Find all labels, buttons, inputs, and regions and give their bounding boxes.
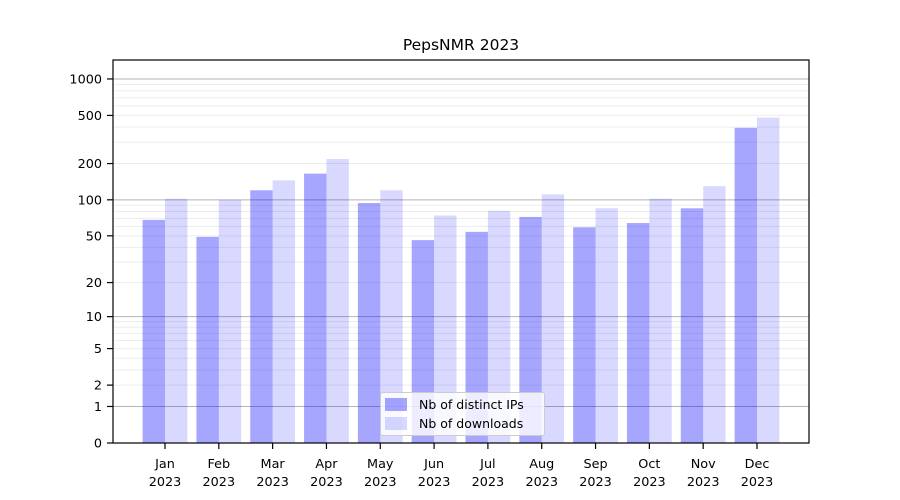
legend-swatch-distinct-ips xyxy=(385,398,407,411)
legend-label-distinct-ips: Nb of distinct IPs xyxy=(419,397,524,412)
x-tick-label-month: Mar xyxy=(261,457,286,472)
x-tick-label-year: 2023 xyxy=(633,475,666,490)
y-tick-label: 20 xyxy=(86,276,102,291)
bar-ips-may xyxy=(357,203,381,443)
bar-downloads-mar xyxy=(272,180,296,444)
x-tick-label-year: 2023 xyxy=(741,475,774,490)
x-tick-label-year: 2023 xyxy=(364,475,397,490)
x-tick-label-year: 2023 xyxy=(310,475,343,490)
x-tick-label-year: 2023 xyxy=(525,475,558,490)
y-tick-label: 100 xyxy=(78,193,102,208)
legend-item-downloads: Nb of downloads xyxy=(385,416,538,431)
x-tick-label-year: 2023 xyxy=(418,475,451,490)
x-tick-label-year: 2023 xyxy=(256,475,289,490)
bar-ips-feb xyxy=(196,236,219,443)
x-tick-label-month: Sep xyxy=(583,457,607,472)
bar-downloads-jun xyxy=(434,215,457,443)
chart-legend: Nb of distinct IPs Nb of downloads xyxy=(380,392,545,436)
x-tick-label-month: Feb xyxy=(207,457,230,472)
bar-ips-nov xyxy=(680,208,704,443)
bar-downloads-apr xyxy=(326,159,349,443)
x-tick-label-month: Jun xyxy=(423,457,444,472)
y-tick-label: 10 xyxy=(86,310,102,325)
x-tick-label-month: Nov xyxy=(691,457,716,472)
legend-label-downloads: Nb of downloads xyxy=(419,416,524,431)
x-tick-label-month: Jan xyxy=(154,457,175,472)
x-tick-label-month: Apr xyxy=(315,457,338,472)
bar-downloads-may xyxy=(380,190,403,443)
bar-downloads-nov xyxy=(703,186,726,443)
x-tick-label-year: 2023 xyxy=(472,475,505,490)
x-tick-label-month: Jul xyxy=(479,457,495,472)
bar-downloads-jan xyxy=(165,198,188,443)
bar-ips-dec xyxy=(734,127,757,443)
legend-swatch-downloads xyxy=(385,417,407,430)
y-tick-label: 200 xyxy=(78,157,102,172)
bar-downloads-dec xyxy=(757,117,780,443)
x-tick-label-year: 2023 xyxy=(687,475,720,490)
bar-ips-oct xyxy=(626,223,650,443)
bar-ips-aug xyxy=(519,216,542,443)
bar-downloads-oct xyxy=(649,198,672,443)
bar-ips-apr xyxy=(304,173,327,444)
y-tick-label: 2 xyxy=(94,379,102,394)
y-tick-label: 1000 xyxy=(69,72,102,87)
y-tick-label: 1 xyxy=(94,400,102,415)
x-tick-label-month: Dec xyxy=(745,457,770,472)
y-tick-label: 500 xyxy=(78,109,102,124)
x-tick-label-year: 2023 xyxy=(203,475,236,490)
plot-border xyxy=(112,59,810,444)
bar-downloads-feb xyxy=(218,199,242,443)
bar-ips-jan xyxy=(142,219,165,443)
bar-ips-jul xyxy=(465,231,488,443)
x-tick-label-month: May xyxy=(367,457,394,472)
y-tick-label: 50 xyxy=(86,229,102,244)
chart-title: PepsNMR 2023 xyxy=(402,36,520,54)
y-tick-label: 5 xyxy=(94,342,102,357)
legend-item-distinct-ips: Nb of distinct IPs xyxy=(385,397,538,412)
y-tick-label: 0 xyxy=(94,437,102,452)
x-tick-label-month: Aug xyxy=(529,457,554,472)
bar-ips-sep xyxy=(573,227,596,443)
x-tick-label-month: Oct xyxy=(638,457,660,472)
bar-downloads-jul xyxy=(487,210,511,443)
x-tick-label-year: 2023 xyxy=(579,475,612,490)
bar-downloads-aug xyxy=(541,194,565,443)
bar-ips-mar xyxy=(250,190,273,443)
bar-downloads-sep xyxy=(595,208,618,443)
x-tick-label-year: 2023 xyxy=(149,475,182,490)
